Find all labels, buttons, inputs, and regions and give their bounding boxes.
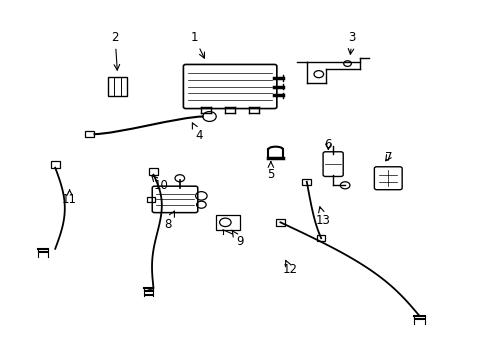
Text: 8: 8 [164, 211, 174, 231]
Text: 2: 2 [111, 31, 120, 70]
Bar [108, 77, 126, 96]
Text: 5: 5 [266, 162, 274, 181]
Bar [51, 161, 60, 168]
Bar [147, 197, 154, 202]
Bar [276, 219, 284, 225]
Text: 9: 9 [231, 230, 243, 248]
Text: 7: 7 [384, 150, 391, 163]
Text: 11: 11 [62, 190, 77, 206]
Text: 1: 1 [190, 31, 204, 58]
Text: 4: 4 [192, 123, 203, 143]
Bar [302, 179, 310, 185]
Bar [85, 131, 93, 137]
Text: 3: 3 [347, 31, 355, 54]
Text: 13: 13 [315, 207, 330, 227]
Text: 12: 12 [282, 260, 297, 276]
Bar [149, 168, 158, 175]
Text: 10: 10 [151, 176, 168, 192]
Text: 6: 6 [324, 138, 331, 151]
Bar [317, 235, 325, 241]
Bar [215, 215, 239, 230]
